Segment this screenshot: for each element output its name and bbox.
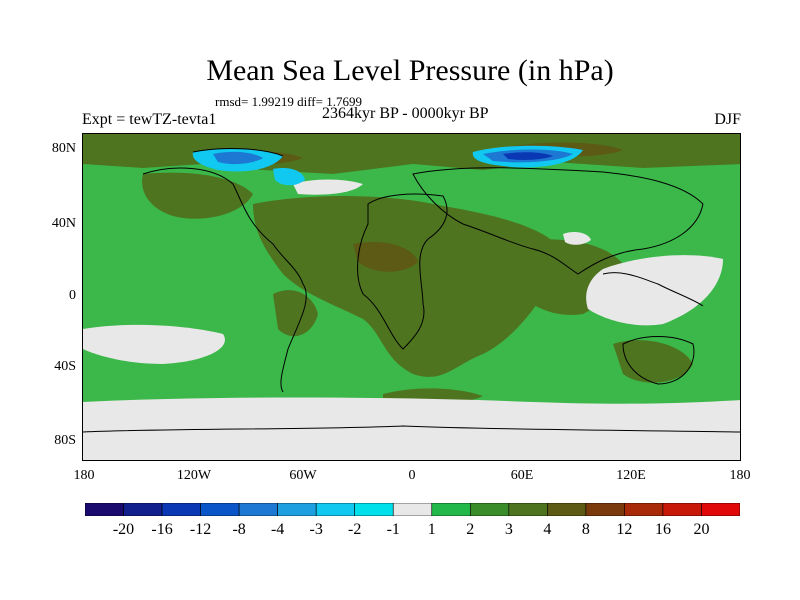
experiment-label: Expt = tewTZ-tevta1	[82, 111, 217, 128]
dark-blue-regions	[503, 152, 553, 160]
colorbar-swatches	[85, 503, 740, 516]
x-tick-label: 60W	[289, 468, 317, 483]
africa-coast	[357, 193, 448, 350]
colorbar-swatch	[277, 503, 317, 516]
map-canvas	[83, 134, 740, 460]
page-title: Mean Sea Level Pressure (in hPa)	[206, 54, 614, 87]
greenland-coast	[192, 148, 284, 157]
y-tick-label: 40N	[51, 216, 76, 231]
colorbar-label: 1	[427, 521, 436, 538]
greenland-mid-blue	[213, 151, 263, 165]
colorbar-label: -2	[348, 521, 362, 538]
south-pacific-white	[83, 324, 225, 364]
colorbar-swatch	[662, 503, 702, 516]
colorbar-label: -1	[386, 521, 400, 538]
y-tick-label: 80N	[51, 141, 76, 156]
colorbar-label: 12	[616, 521, 633, 538]
y-tick-label: 0	[69, 288, 76, 303]
colorbar-swatch	[238, 503, 278, 516]
colorbar-swatch	[469, 503, 510, 516]
x-tick-label: 180	[73, 468, 95, 483]
africa-dark	[353, 242, 418, 272]
colorbar-swatch	[85, 503, 124, 516]
colorbar-swatch	[161, 503, 201, 516]
asia-white-patch	[563, 232, 591, 245]
colorbar-swatch	[315, 503, 356, 516]
indonesia-coast	[602, 272, 704, 307]
colorbar-label: -4	[270, 521, 285, 538]
colorbar-label: -16	[151, 521, 173, 538]
north-pacific-region	[142, 172, 253, 219]
period-label: 2364kyr BP - 0000kyr BP	[322, 105, 489, 122]
x-tick-label: 120W	[176, 468, 212, 483]
australia-region	[613, 340, 693, 383]
colorbar-swatch	[701, 503, 740, 516]
siberia-dark-blue	[503, 152, 553, 160]
colorbar-swatch	[392, 503, 433, 516]
stats-label: rmsd= 1.99219 diff= 1.7699	[215, 94, 362, 109]
colorbar-swatch	[624, 503, 664, 516]
colorbar-label: 4	[543, 521, 552, 538]
colorbar-swatch	[547, 503, 587, 516]
x-tick-label: 120E	[616, 468, 646, 483]
pressure-map	[82, 133, 741, 461]
x-tick-label: 0	[408, 468, 416, 483]
colorbar-swatch	[585, 503, 625, 516]
coastlines	[83, 148, 740, 433]
colorbar-label: -3	[309, 521, 323, 538]
south-america-region	[273, 290, 318, 337]
y-tick-label: 80S	[54, 433, 76, 448]
australia-coast	[622, 336, 695, 385]
labrador-light-blue	[273, 168, 305, 186]
colorbar-swatch	[354, 503, 394, 516]
antarctica-coast	[83, 425, 740, 433]
north-atlantic-white	[293, 179, 363, 195]
x-tick-label: 180	[729, 468, 751, 483]
antarctic-white	[83, 397, 740, 460]
colorbar-label: 3	[504, 521, 513, 538]
x-tick-label: 60E	[510, 468, 534, 483]
colorbar-label: -20	[112, 521, 135, 538]
colorbar-swatch	[123, 503, 163, 516]
colorbar-swatch	[508, 503, 548, 516]
y-tick-label: 40S	[54, 359, 76, 374]
antarctic-white-edge	[723, 433, 740, 439]
colorbar-label: 20	[693, 521, 710, 538]
colorbar-label: -8	[232, 521, 246, 538]
colorbar-label: -12	[189, 521, 212, 538]
season-label: DJF	[714, 111, 741, 128]
colorbar-label: 2	[466, 521, 475, 538]
eurasia-coast	[412, 167, 704, 275]
colorbar	[85, 503, 740, 516]
americas-coast	[142, 167, 307, 393]
colorbar-swatch	[431, 503, 471, 516]
atlantic-africa-region	[253, 196, 563, 377]
colorbar-swatch	[200, 503, 240, 516]
colorbar-label: 8	[581, 521, 590, 538]
colorbar-label: 16	[654, 521, 671, 538]
